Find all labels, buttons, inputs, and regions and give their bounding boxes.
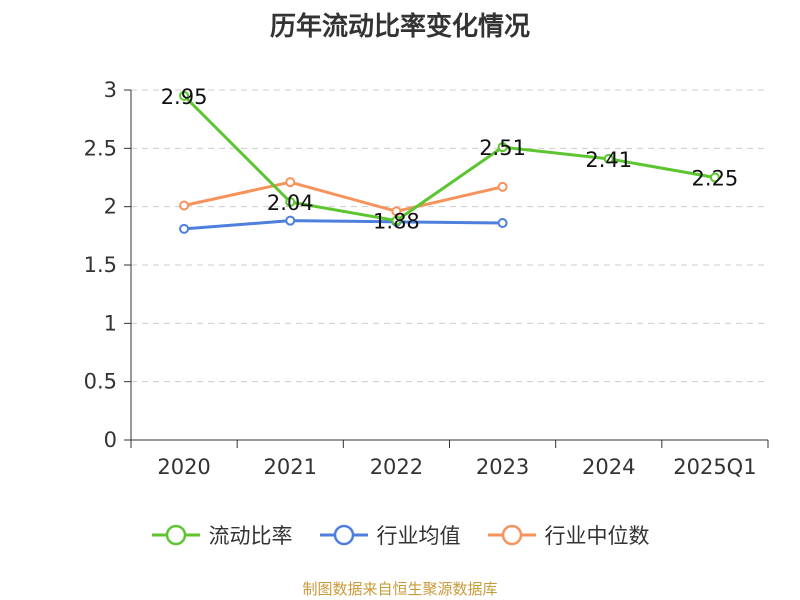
data-point	[179, 200, 190, 211]
y-tick-label: 2	[104, 195, 117, 219]
x-tick-label: 2023	[476, 455, 529, 479]
data-point	[497, 218, 508, 228]
series-line-0	[183, 94, 716, 223]
data-point	[709, 172, 720, 183]
y-tick-label: 1.5	[84, 253, 117, 277]
axes: 0 0.5 1 1.5 2 2.5 3 2020 2021 2022 2023 2024 2025Q1	[84, 78, 769, 479]
legend-line-circle-icon	[319, 524, 368, 546]
series-line-2	[183, 180, 503, 213]
series-line-1	[183, 219, 503, 231]
x-tick-label: 2022	[370, 455, 423, 479]
legend-item-1[interactable]: 行业均值	[319, 520, 461, 550]
data-point	[603, 153, 614, 164]
data-label: 2.04	[267, 191, 314, 215]
data-label: 2.51	[479, 136, 526, 160]
data-point	[497, 142, 508, 153]
legend-line-circle-icon	[487, 524, 536, 546]
data-label: 1.88	[373, 210, 420, 234]
legend-item-2[interactable]: 行业中位数	[487, 520, 650, 550]
data-label: 2.95	[161, 85, 208, 109]
data-labels: 2.95 2.04 1.88 2.51 2.41 2.25	[161, 85, 739, 234]
data-point	[179, 90, 190, 101]
chart-title: 历年流动比率变化情况	[269, 12, 530, 42]
data-point	[285, 215, 296, 226]
legend: 流动比率 行业均值 行业中位数	[0, 520, 800, 550]
legend-label: 行业均值	[376, 524, 461, 548]
data-label: 2.41	[585, 148, 632, 172]
data-point	[285, 197, 296, 207]
data-point	[179, 223, 190, 234]
y-tick-label: 3	[104, 78, 117, 102]
x-tick-label: 2020	[157, 455, 210, 479]
data-point	[391, 215, 402, 226]
x-tick-label: 2024	[582, 455, 635, 479]
y-tick-label: 2.5	[84, 136, 117, 160]
data-point	[497, 181, 508, 192]
gridlines	[131, 89, 768, 383]
legend-line-circle-icon	[151, 524, 200, 546]
series-lines	[179, 90, 720, 234]
x-tick-label: 2025Q1	[673, 455, 756, 479]
legend-item-0[interactable]: 流动比率	[151, 520, 293, 550]
data-point	[285, 177, 296, 188]
data-point	[391, 206, 402, 217]
data-label: 2.25	[692, 167, 739, 191]
legend-label: 行业中位数	[544, 524, 650, 548]
source-note: 制图数据来自恒生聚源数据库	[302, 580, 498, 598]
y-tick-label: 0.5	[84, 370, 117, 394]
x-tick-label: 2021	[264, 455, 317, 479]
y-tick-label: 0	[104, 428, 117, 452]
legend-label: 流动比率	[208, 524, 293, 548]
y-tick-label: 1	[104, 311, 117, 335]
